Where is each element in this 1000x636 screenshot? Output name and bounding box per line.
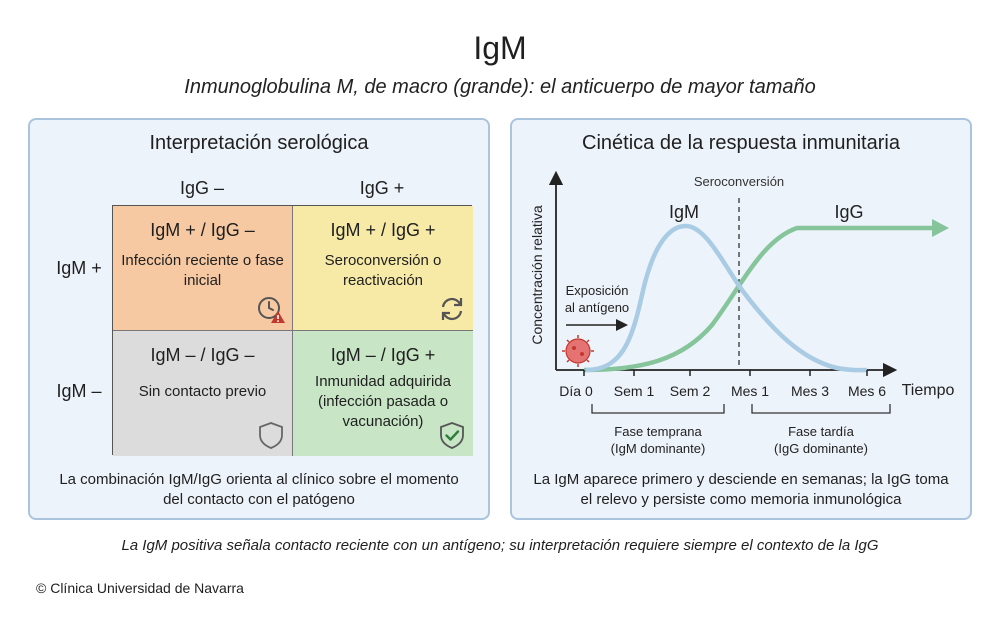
footer-note: La IgM positiva señala contacto reciente… — [121, 537, 879, 554]
exposure-label-line1: Exposición — [566, 283, 629, 298]
y-axis-label: Concentración relativa — [529, 205, 545, 345]
cell-igm-pos-igg-pos: IgM + / IgG + Seroconversión o reactivac… — [293, 206, 473, 331]
clock-warning-icon — [258, 297, 285, 323]
cell-title: IgM + / IgG – — [150, 220, 255, 240]
late-phase-label-line2: (IgG dominante) — [774, 441, 868, 456]
x-axis-label: Tiempo — [902, 382, 955, 399]
cell-title: IgM + / IgG + — [330, 220, 436, 240]
cell-description: Inmunidad adquirida (infección pasada o … — [315, 373, 451, 430]
exposure-label-line2: al antígeno — [565, 300, 629, 315]
kinetics-panel: Cinética de la respuesta inmunitaria Con… — [510, 118, 972, 520]
virus-icon — [562, 335, 594, 367]
shield-icon — [259, 422, 283, 449]
x-tick-label: Mes 1 — [731, 383, 769, 399]
cell-description: Seroconversión o reactivación — [324, 252, 442, 289]
col-header-igg-negative: IgG – — [179, 178, 225, 198]
x-tick-label: Mes 6 — [848, 383, 886, 399]
igm-curve-label: IgM — [669, 202, 699, 222]
cell-description: Sin contacto previo — [138, 383, 267, 400]
early-phase-label-line2: (IgM dominante) — [611, 441, 706, 456]
x-tick-label: Mes 3 — [791, 383, 829, 399]
serology-panel-title: Interpretación serológica — [149, 132, 369, 154]
late-phase-bracket — [751, 404, 891, 414]
cell-title: IgM – / IgG – — [150, 345, 255, 365]
x-tick-label: Sem 1 — [614, 383, 655, 399]
early-phase-label-line1: Fase temprana — [614, 424, 702, 439]
cell-igm-pos-igg-neg: IgM + / IgG – Infección reciente o fase … — [113, 206, 293, 331]
page-title: IgM — [473, 30, 527, 66]
igg-curve-label: IgG — [834, 202, 863, 222]
cell-igm-neg-igg-neg: IgM – / IgG – Sin contacto previo — [113, 331, 293, 456]
late-phase-label-line1: Fase tardía — [788, 424, 855, 439]
kinetics-caption: La IgM aparece primero y desciende en se… — [533, 471, 949, 508]
col-header-igg-positive: IgG + — [359, 178, 405, 198]
early-phase-bracket — [591, 404, 725, 414]
refresh-icon — [441, 297, 463, 321]
seroconversion-label: Seroconversión — [694, 174, 784, 189]
x-tick-label: Sem 2 — [670, 383, 711, 399]
cell-description: Infección reciente o fase inicial — [121, 252, 284, 289]
page-subtitle: Inmunoglobulina M, de macro (grande): el… — [184, 76, 816, 98]
serology-matrix: IgM + / IgG – Infección reciente o fase … — [112, 205, 473, 456]
row-header-igm-positive: IgM + — [56, 258, 102, 278]
igg-arrowhead — [932, 219, 949, 237]
kinetics-panel-title: Cinética de la respuesta inmunitaria — [582, 132, 900, 154]
serology-caption: La combinación IgM/IgG orienta al clínic… — [59, 471, 459, 508]
kinetics-chart: Concentración relativa Tiempo Seroconver… — [529, 170, 955, 456]
shield-check-icon — [440, 422, 464, 449]
igg-curve — [583, 225, 932, 373]
cell-igm-neg-igg-pos: IgM – / IgG + Inmunidad adquirida (infec… — [293, 331, 473, 456]
x-tick-label: Día 0 — [559, 383, 593, 399]
copyright-text: © Clínica Universidad de Navarra — [36, 580, 244, 596]
cell-title: IgM – / IgG + — [330, 345, 436, 365]
igm-curve — [585, 223, 868, 373]
serology-panel: Interpretación serológica IgG – IgG + Ig… — [28, 118, 490, 520]
row-header-igm-negative: IgM – — [56, 381, 102, 401]
